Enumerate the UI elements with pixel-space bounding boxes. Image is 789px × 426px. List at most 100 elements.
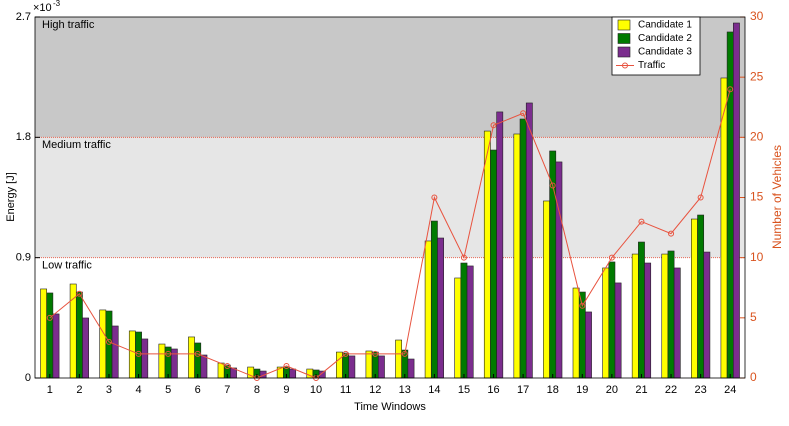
x-tick-label: 19 (576, 384, 588, 396)
traffic-marker (165, 350, 172, 357)
traffic-marker (638, 218, 645, 225)
bar (585, 311, 592, 379)
traffic-marker (697, 194, 704, 201)
bar (194, 342, 202, 379)
bar (555, 161, 563, 379)
traffic-marker (668, 230, 675, 237)
bar (644, 262, 652, 379)
bar (348, 355, 356, 379)
legend-label: Candidate 3 (638, 47, 692, 58)
traffic-marker (608, 254, 615, 261)
traffic-marker (520, 110, 527, 117)
x-axis-label: Time Windows (354, 401, 426, 413)
traffic-marker (105, 338, 112, 345)
traffic-marker (224, 362, 231, 369)
bar (188, 336, 195, 379)
x-tick-label: 13 (399, 384, 411, 396)
bar (720, 77, 728, 379)
bar (424, 240, 432, 379)
x-tick-label: 4 (135, 384, 141, 396)
y-axis-label: Energy [J] (5, 172, 17, 222)
traffic-band (35, 257, 745, 378)
x-tick-label: 15 (458, 384, 470, 396)
bar (602, 267, 610, 379)
bar (158, 343, 166, 379)
legend-label: Candidate 2 (638, 33, 692, 44)
y2-tick-label: 20 (750, 130, 764, 144)
legend-swatch (617, 33, 631, 44)
traffic-marker (727, 86, 734, 93)
x-tick-label: 5 (165, 384, 171, 396)
bar (691, 218, 698, 379)
bar (46, 292, 54, 379)
traffic-marker (194, 350, 201, 357)
traffic-marker (46, 314, 53, 321)
bar (128, 330, 136, 379)
traffic-marker (372, 350, 379, 357)
y2-tick-label: 10 (750, 250, 764, 264)
bar (483, 130, 491, 379)
bar (496, 111, 504, 379)
x-tick-label: 24 (724, 384, 736, 396)
bar (407, 358, 415, 379)
x-tick-label: 16 (487, 384, 499, 396)
bar (454, 277, 462, 379)
x-tick-label: 11 (340, 384, 351, 396)
bar (99, 309, 107, 379)
x-tick-label: 10 (310, 384, 322, 396)
bar (430, 220, 438, 379)
y-tick-label: 1.8 (16, 131, 31, 143)
legend-label: Traffic (638, 60, 665, 71)
x-tick-label: 6 (195, 384, 201, 396)
bar (631, 253, 639, 379)
traffic-marker (579, 302, 586, 309)
bar (289, 368, 297, 379)
y2-tick-label: 5 (750, 310, 757, 324)
traffic-marker (135, 350, 142, 357)
bar (52, 313, 60, 379)
traffic-marker (490, 122, 497, 129)
legend-swatch (617, 46, 631, 58)
bar (141, 338, 149, 379)
bar (703, 251, 711, 379)
y2-tick-label: 0 (750, 370, 757, 384)
bar (75, 291, 83, 379)
x-tick-label: 12 (369, 384, 381, 396)
x-tick-label: 1 (47, 384, 53, 396)
bar (697, 214, 705, 379)
y2-tick-label: 25 (750, 69, 764, 83)
x-tick-label: 18 (547, 384, 559, 396)
traffic-marker (76, 290, 83, 297)
traffic-line (49, 89, 731, 379)
bar (378, 355, 385, 379)
bar (437, 237, 444, 379)
bar (519, 118, 527, 379)
y-tick-label: 0.9 (16, 252, 31, 264)
x-tick-label: 20 (606, 384, 618, 396)
bar (395, 339, 402, 379)
x-tick-label: 14 (428, 384, 440, 396)
x-tick-label: 3 (106, 384, 112, 396)
legend-label: Candidate 1 (638, 20, 692, 31)
x-tick-label: 9 (283, 384, 289, 396)
traffic-marker (549, 182, 556, 189)
traffic-marker (283, 362, 290, 369)
bar (170, 348, 178, 379)
traffic-band-label: Medium traffic (42, 139, 111, 151)
bar (638, 241, 645, 379)
bar (673, 267, 681, 379)
bar (667, 250, 675, 379)
y-multiplier-exponent: -3 (53, 0, 61, 8)
y-tick-label: 2.7 (16, 11, 31, 23)
x-tick-label: 8 (254, 384, 260, 396)
traffic-marker (431, 194, 438, 201)
bar (82, 317, 89, 379)
x-tick-label: 2 (76, 384, 82, 396)
bar (69, 283, 77, 379)
bar (513, 133, 521, 379)
x-tick-label: 23 (695, 384, 707, 396)
bar (733, 22, 740, 379)
x-tick-label: 22 (665, 384, 677, 396)
legend-marker (622, 62, 628, 69)
